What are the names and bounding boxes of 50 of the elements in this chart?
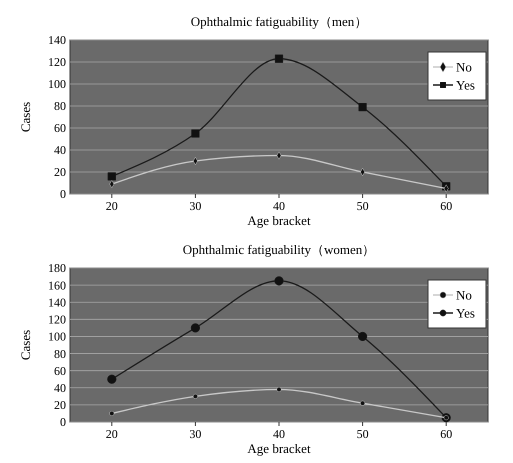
point bbox=[274, 276, 284, 286]
point bbox=[191, 129, 200, 138]
x-axis-title: Age bracket bbox=[247, 213, 311, 228]
point bbox=[190, 323, 200, 332]
y-tick-label: 0 bbox=[60, 415, 66, 430]
x-tick-label: 40 bbox=[273, 427, 285, 441]
point bbox=[192, 394, 198, 399]
point bbox=[108, 172, 116, 181]
chart-title: Ophthalmic fatiguability（men） bbox=[190, 14, 368, 29]
x-tick-label: 40 bbox=[273, 199, 285, 213]
x-tick-label: 50 bbox=[356, 199, 369, 213]
x-tick-label: 30 bbox=[189, 199, 202, 213]
legend-label: Yes bbox=[456, 78, 475, 93]
x-tick-label: 20 bbox=[106, 199, 118, 213]
y-tick-label: 120 bbox=[48, 312, 66, 327]
y-tick-label: 80 bbox=[54, 346, 66, 361]
y-axis-title: Cases bbox=[18, 102, 33, 132]
y-tick-label: 60 bbox=[54, 364, 66, 378]
x-axis-title: Age bracket bbox=[247, 441, 311, 456]
y-tick-label: 180 bbox=[48, 261, 66, 276]
y-tick-label: 100 bbox=[48, 330, 66, 344]
point bbox=[358, 332, 368, 342]
point bbox=[358, 102, 367, 112]
y-tick-label: 80 bbox=[54, 99, 66, 114]
x-tick-label: 30 bbox=[189, 427, 202, 441]
legend-label: Yes bbox=[456, 306, 475, 321]
point bbox=[276, 386, 282, 392]
x-tick-label: 60 bbox=[440, 427, 452, 441]
y-axis-title: Cases bbox=[18, 330, 33, 360]
y-tick-label: 60 bbox=[54, 121, 66, 136]
chart-title: Ophthalmic fatiguability（women） bbox=[182, 242, 376, 257]
x-tick-label: 60 bbox=[440, 199, 452, 213]
x-tick-label: 20 bbox=[106, 427, 118, 441]
y-tick-label: 160 bbox=[48, 278, 66, 292]
y-tick-label: 0 bbox=[60, 187, 66, 202]
point bbox=[360, 400, 366, 406]
y-tick-label: 20 bbox=[54, 398, 66, 412]
legend-label: No bbox=[456, 60, 472, 75]
y-tick-label: 40 bbox=[54, 380, 66, 395]
x-tick-label: 50 bbox=[356, 427, 369, 441]
y-tick-label: 100 bbox=[48, 77, 66, 92]
point bbox=[107, 374, 116, 384]
y-tick-label: 120 bbox=[48, 55, 66, 70]
y-tick-label: 40 bbox=[54, 143, 66, 158]
point bbox=[109, 410, 114, 416]
y-tick-label: 140 bbox=[48, 33, 66, 48]
legend-label: No bbox=[456, 288, 472, 303]
y-tick-label: 140 bbox=[48, 295, 66, 310]
y-tick-label: 20 bbox=[54, 165, 66, 180]
point bbox=[274, 54, 284, 63]
